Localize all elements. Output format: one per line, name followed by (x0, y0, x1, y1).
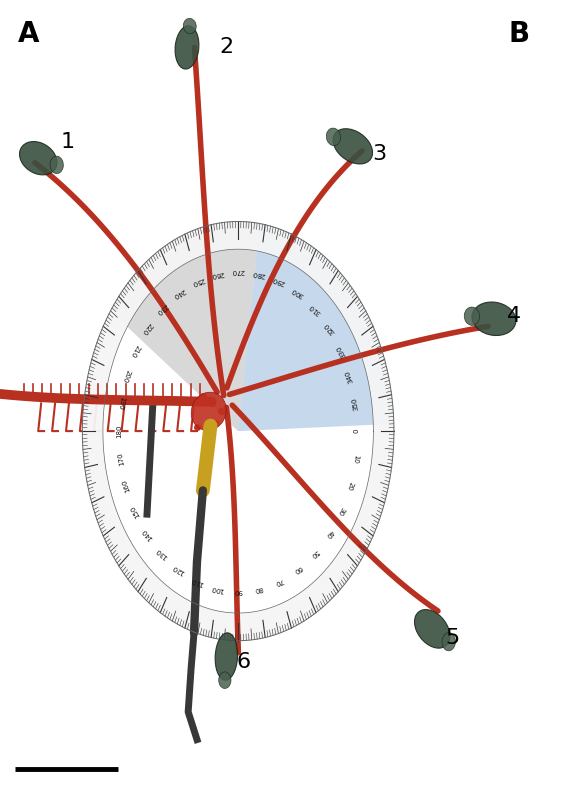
Text: 270: 270 (232, 268, 245, 274)
Text: 230: 230 (155, 302, 169, 316)
Ellipse shape (175, 26, 199, 69)
Ellipse shape (472, 302, 516, 335)
Text: 310: 310 (308, 302, 322, 316)
Ellipse shape (326, 128, 340, 146)
Text: 330: 330 (335, 344, 347, 358)
Text: 290: 290 (272, 276, 286, 286)
Wedge shape (82, 221, 394, 641)
Text: 170: 170 (117, 452, 125, 466)
Text: 40: 40 (324, 528, 335, 539)
Text: 60: 60 (292, 565, 303, 574)
Text: B: B (509, 20, 530, 47)
Text: 80: 80 (254, 585, 263, 592)
Text: 260: 260 (211, 270, 225, 278)
Ellipse shape (50, 156, 64, 173)
Ellipse shape (465, 307, 480, 325)
Text: 350: 350 (351, 396, 359, 411)
Text: 180: 180 (116, 424, 122, 438)
Text: 190: 190 (117, 396, 125, 411)
Text: 140: 140 (141, 527, 153, 541)
Text: 210: 210 (129, 344, 141, 358)
Text: 0: 0 (354, 429, 360, 433)
Text: 3: 3 (372, 144, 386, 165)
Text: 2: 2 (219, 37, 233, 58)
Wedge shape (128, 249, 257, 431)
Text: 30: 30 (336, 505, 346, 517)
Text: 50: 50 (309, 548, 320, 558)
Text: 160: 160 (121, 479, 132, 493)
Text: 120: 120 (172, 563, 186, 575)
Text: 4: 4 (507, 306, 522, 327)
Text: 130: 130 (155, 547, 169, 560)
Ellipse shape (215, 633, 238, 680)
Ellipse shape (183, 18, 196, 34)
Wedge shape (238, 224, 394, 431)
Text: A: A (18, 20, 39, 47)
Text: 6: 6 (237, 652, 251, 672)
Text: 200: 200 (121, 369, 132, 384)
Ellipse shape (415, 610, 450, 648)
Text: 100: 100 (211, 585, 225, 592)
Text: 220: 220 (141, 321, 153, 335)
Text: 150: 150 (129, 504, 141, 518)
Text: 320: 320 (323, 321, 336, 335)
Text: 5: 5 (446, 628, 460, 649)
Text: 280: 280 (252, 270, 266, 278)
Wedge shape (111, 221, 260, 431)
Text: 340: 340 (345, 369, 355, 384)
Text: 110: 110 (190, 576, 205, 586)
Text: 300: 300 (290, 287, 305, 299)
Text: 250: 250 (191, 276, 205, 286)
Text: 1: 1 (61, 132, 75, 153)
Text: 90: 90 (233, 588, 243, 594)
Text: 20: 20 (345, 481, 354, 491)
Ellipse shape (333, 129, 373, 164)
Ellipse shape (219, 672, 231, 688)
Ellipse shape (442, 633, 456, 651)
Text: 70: 70 (273, 577, 284, 585)
Ellipse shape (19, 142, 57, 175)
Text: 10: 10 (352, 454, 359, 464)
Ellipse shape (191, 392, 226, 430)
Text: 240: 240 (172, 287, 186, 299)
